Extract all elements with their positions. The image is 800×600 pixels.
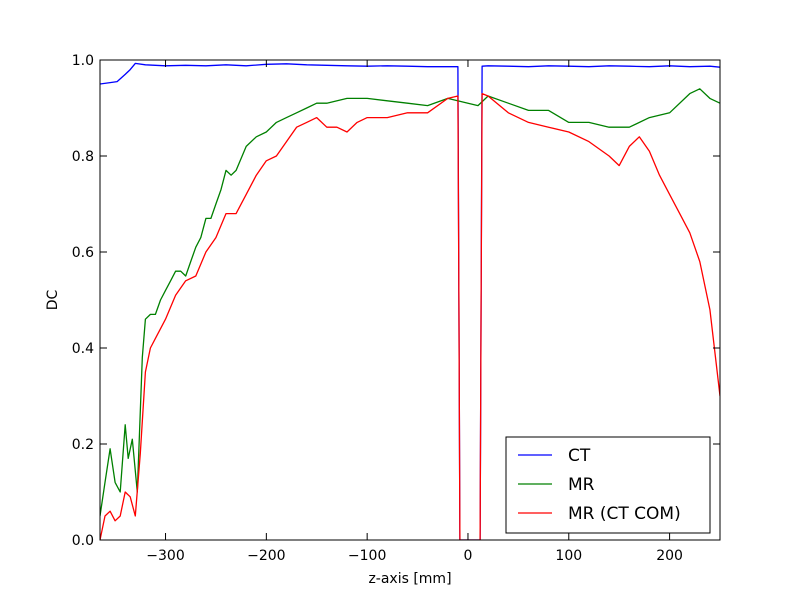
legend: CT MR MR (CT COM): [505, 436, 711, 534]
y-tick-label: 0.0: [72, 533, 94, 549]
x-tick-label: −200: [247, 548, 285, 564]
legend-label-1: MR: [568, 475, 595, 495]
plot-series-group: [100, 62, 720, 540]
plot-frame: [99, 59, 721, 541]
y-axis-label: DC: [45, 290, 61, 311]
y-axis: 0.0 0.2 0.4 0.6 0.8 1.0: [72, 53, 720, 549]
y-tick-label: 1.0: [72, 53, 94, 69]
series-line-1: [100, 88, 720, 517]
x-tick-label: −100: [348, 548, 386, 564]
x-tick-label: 0: [464, 548, 473, 564]
x-tick-label: 100: [555, 548, 582, 564]
x-axis: −300 −200 −100 0 100 200: [146, 60, 683, 564]
y-tick-label: 0.8: [72, 149, 94, 165]
legend-box: [505, 436, 711, 534]
y-tick-label: 0.4: [72, 341, 94, 357]
legend-label-0: CT: [568, 446, 591, 466]
legend-label-2: MR (CT COM): [568, 504, 681, 524]
y-tick-label: 0.2: [72, 437, 94, 453]
x-tick-label: 200: [656, 548, 683, 564]
series-line-2: [100, 92, 720, 540]
x-tick-label: −300: [146, 548, 184, 564]
x-axis-label: z-axis [mm]: [368, 571, 451, 587]
series-line-0: [100, 62, 720, 540]
y-tick-label: 0.6: [72, 245, 94, 261]
